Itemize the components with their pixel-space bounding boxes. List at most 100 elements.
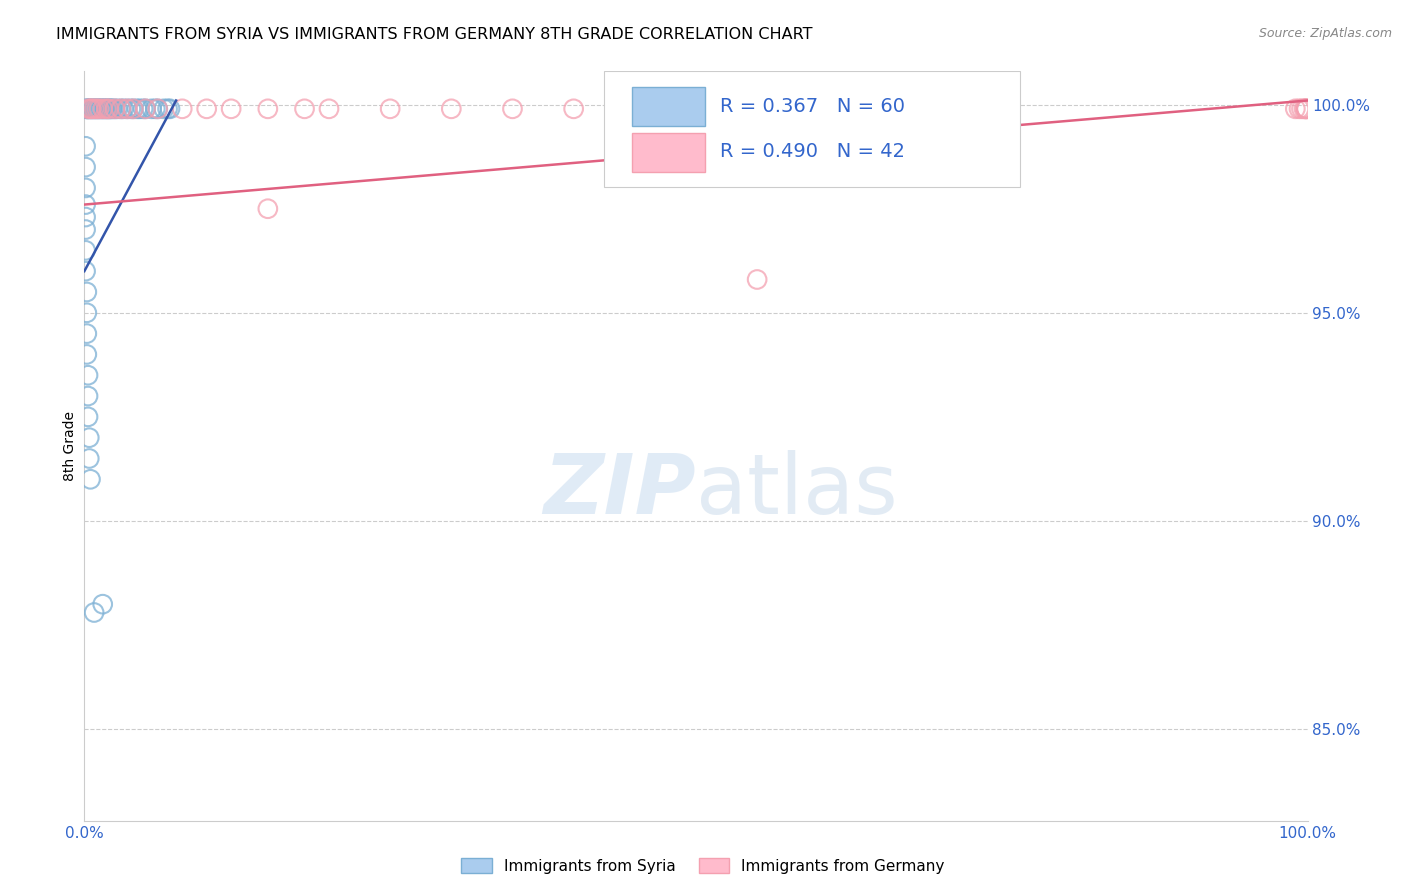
- Point: [101, 102, 124, 116]
- Point: [1292, 102, 1315, 116]
- Point: [77, 102, 100, 116]
- Point: [747, 272, 769, 286]
- Point: [87, 102, 110, 116]
- Point: [91, 597, 114, 611]
- Point: [76, 347, 98, 361]
- Point: [132, 102, 155, 116]
- Point: [380, 102, 402, 116]
- Point: [80, 102, 103, 116]
- Point: [87, 102, 110, 116]
- Point: [83, 102, 105, 116]
- Point: [83, 606, 105, 620]
- Point: [89, 102, 111, 116]
- Point: [75, 210, 97, 224]
- Point: [115, 102, 138, 116]
- Point: [929, 102, 952, 116]
- Point: [502, 102, 524, 116]
- Point: [76, 306, 98, 320]
- Point: [77, 431, 100, 445]
- Point: [135, 102, 157, 116]
- Point: [120, 102, 142, 116]
- Point: [76, 102, 98, 116]
- Point: [115, 102, 138, 116]
- Point: [146, 102, 169, 116]
- Point: [86, 102, 108, 116]
- Point: [77, 102, 100, 116]
- Point: [1288, 102, 1310, 116]
- Point: [1291, 102, 1313, 116]
- Point: [80, 102, 103, 116]
- Point: [77, 389, 100, 403]
- Point: [1295, 102, 1317, 116]
- Point: [125, 102, 148, 116]
- Point: [96, 102, 118, 116]
- Point: [1294, 102, 1316, 116]
- Point: [128, 102, 150, 116]
- Point: [75, 181, 97, 195]
- Text: IMMIGRANTS FROM SYRIA VS IMMIGRANTS FROM GERMANY 8TH GRADE CORRELATION CHART: IMMIGRANTS FROM SYRIA VS IMMIGRANTS FROM…: [56, 27, 813, 42]
- Point: [75, 222, 97, 236]
- Text: ZIP: ZIP: [543, 450, 696, 532]
- Point: [93, 102, 115, 116]
- Text: Source: ZipAtlas.com: Source: ZipAtlas.com: [1258, 27, 1392, 40]
- Point: [75, 197, 97, 211]
- Point: [75, 244, 97, 258]
- Point: [440, 102, 463, 116]
- Point: [76, 102, 98, 116]
- Point: [83, 102, 105, 116]
- Point: [112, 102, 135, 116]
- Point: [82, 102, 104, 116]
- Point: [122, 102, 145, 116]
- Point: [294, 102, 316, 116]
- Point: [91, 102, 114, 116]
- Point: [156, 102, 179, 116]
- Point: [257, 102, 280, 116]
- Point: [87, 102, 110, 116]
- Point: [105, 102, 128, 116]
- FancyBboxPatch shape: [633, 87, 704, 127]
- Text: R = 0.490   N = 42: R = 0.490 N = 42: [720, 142, 905, 161]
- Point: [135, 102, 157, 116]
- FancyBboxPatch shape: [605, 71, 1021, 187]
- Point: [1284, 102, 1306, 116]
- Point: [104, 102, 127, 116]
- Point: [869, 102, 891, 116]
- Point: [96, 102, 118, 116]
- Point: [79, 472, 101, 486]
- Point: [257, 202, 280, 216]
- Point: [195, 102, 218, 116]
- Point: [159, 102, 181, 116]
- FancyBboxPatch shape: [633, 133, 704, 172]
- Point: [562, 102, 585, 116]
- Point: [75, 139, 97, 153]
- Point: [97, 102, 120, 116]
- Point: [94, 102, 117, 116]
- Point: [318, 102, 340, 116]
- Text: atlas: atlas: [696, 450, 897, 532]
- Point: [153, 102, 176, 116]
- Point: [79, 102, 101, 116]
- Point: [624, 102, 647, 116]
- Y-axis label: 8th Grade: 8th Grade: [63, 411, 77, 481]
- Point: [84, 102, 107, 116]
- Point: [79, 102, 101, 116]
- Point: [122, 102, 145, 116]
- Point: [807, 102, 830, 116]
- Point: [110, 102, 132, 116]
- Point: [1295, 102, 1317, 116]
- Point: [97, 102, 120, 116]
- Legend: Immigrants from Syria, Immigrants from Germany: Immigrants from Syria, Immigrants from G…: [456, 852, 950, 880]
- Point: [75, 160, 97, 174]
- Point: [141, 102, 163, 116]
- Point: [86, 102, 108, 116]
- Point: [98, 102, 121, 116]
- Point: [76, 285, 98, 299]
- Point: [143, 102, 166, 116]
- Point: [146, 102, 169, 116]
- Text: R = 0.367   N = 60: R = 0.367 N = 60: [720, 96, 905, 116]
- Point: [219, 102, 242, 116]
- Point: [97, 102, 120, 116]
- Point: [77, 368, 100, 383]
- Point: [104, 102, 127, 116]
- Point: [685, 102, 707, 116]
